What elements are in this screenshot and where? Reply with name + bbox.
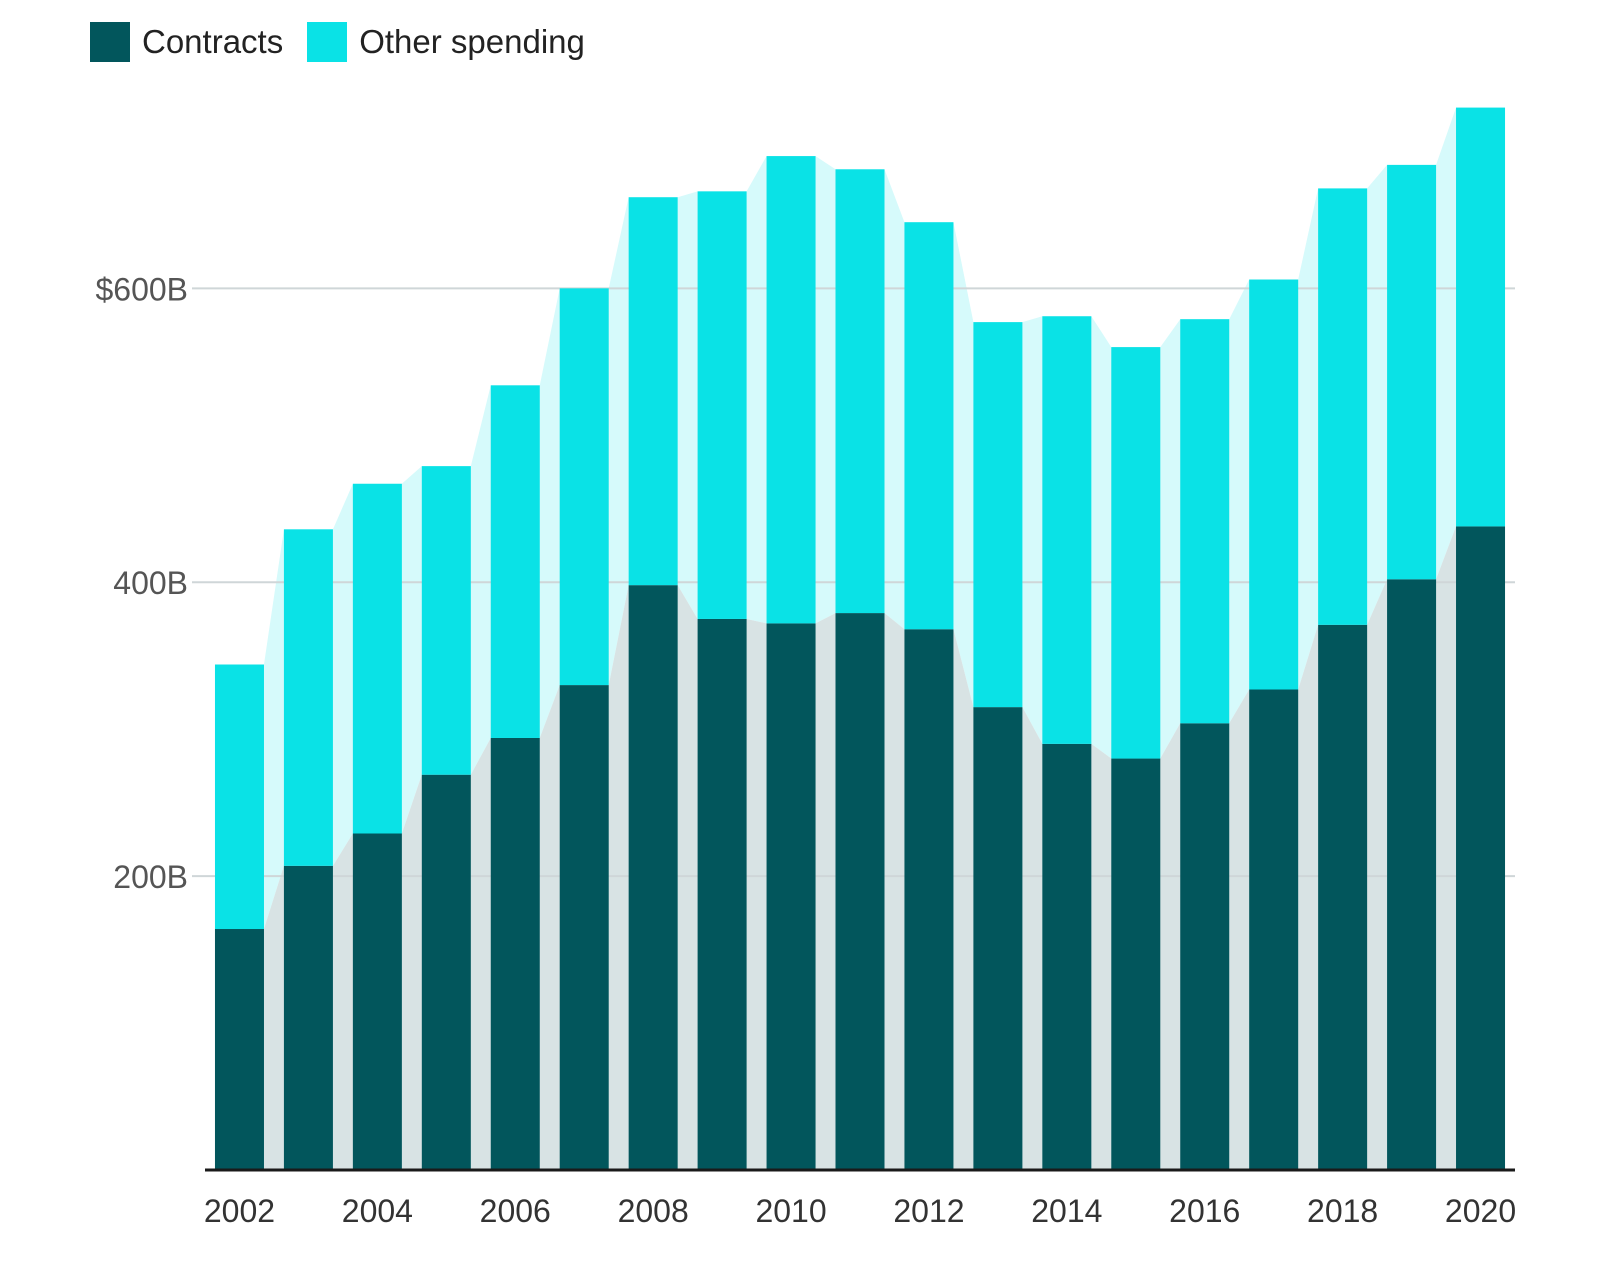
bar-contracts-2011 (835, 613, 885, 1170)
bar-other-spending-2013 (973, 322, 1023, 708)
x-tick-label-2020: 2020 (1445, 1193, 1516, 1229)
bar-other-spending-2020 (1456, 107, 1506, 527)
bar-contracts-2007 (559, 685, 609, 1170)
bar-contracts-2017 (1249, 689, 1299, 1170)
bar-contracts-2010 (766, 623, 816, 1170)
bar-contracts-2015 (1111, 758, 1161, 1170)
bar-contracts-2004 (352, 833, 402, 1170)
bar-contracts-2013 (973, 707, 1023, 1170)
bar-other-spending-2012 (904, 222, 954, 630)
bar-other-spending-2004 (352, 483, 402, 834)
bar-contracts-2012 (904, 629, 954, 1170)
bar-other-spending-2019 (1387, 164, 1437, 580)
bar-other-spending-2017 (1249, 279, 1299, 690)
bar-contracts-2018 (1318, 624, 1368, 1170)
legend-item-other-spending: Other spending (307, 22, 585, 62)
bar-contracts-2020 (1456, 526, 1506, 1170)
bar-contracts-2003 (283, 865, 333, 1170)
bar-other-spending-2002 (214, 664, 264, 930)
bar-contracts-2002 (214, 929, 264, 1170)
legend-label-other-spending: Other spending (359, 23, 585, 60)
bar-other-spending-2005 (421, 466, 471, 775)
x-tick-label-2018: 2018 (1307, 1193, 1378, 1229)
y-axis-labels: 200B 400B $600B (95, 271, 188, 895)
bar-other-spending-2011 (835, 169, 885, 614)
bars (214, 107, 1506, 1170)
bar-contracts-2016 (1180, 723, 1230, 1170)
bar-other-spending-2014 (1042, 316, 1092, 744)
x-tick-label-2004: 2004 (342, 1193, 413, 1229)
bar-contracts-2019 (1387, 579, 1437, 1170)
bar-other-spending-2016 (1180, 319, 1230, 724)
legend-swatch-contracts (90, 22, 130, 62)
bar-other-spending-2010 (766, 156, 816, 624)
y-tick-label-600B: $600B (95, 271, 188, 307)
bar-other-spending-2009 (697, 191, 747, 619)
x-tick-label-2008: 2008 (618, 1193, 689, 1229)
bar-other-spending-2006 (490, 385, 540, 738)
legend-swatch-other-spending (307, 22, 348, 62)
bar-other-spending-2018 (1318, 188, 1368, 625)
bar-other-spending-2007 (559, 288, 609, 686)
x-axis-labels: 2002 2004 2006 2008 2010 2012 2014 2016 2018 2020 (204, 1193, 1516, 1229)
legend-item-contracts: Contracts (90, 22, 283, 62)
legend-label-contracts: Contracts (142, 23, 284, 60)
legend: Contracts Other spending (90, 22, 585, 62)
bar-contracts-2006 (490, 737, 540, 1170)
x-tick-label-2002: 2002 (204, 1193, 275, 1229)
bar-contracts-2005 (421, 774, 471, 1170)
bar-contracts-2009 (697, 618, 747, 1170)
x-tick-label-2010: 2010 (755, 1193, 826, 1229)
bar-other-spending-2003 (283, 529, 333, 866)
bar-contracts-2014 (1042, 743, 1092, 1170)
x-tick-label-2012: 2012 (893, 1193, 964, 1229)
x-tick-label-2014: 2014 (1031, 1193, 1102, 1229)
bar-other-spending-2015 (1111, 347, 1161, 759)
x-tick-label-2006: 2006 (480, 1193, 551, 1229)
x-tick-label-2016: 2016 (1169, 1193, 1240, 1229)
bar-other-spending-2008 (628, 197, 678, 586)
y-tick-label-400B: 400B (113, 565, 188, 601)
y-tick-label-200B: 200B (113, 859, 188, 895)
bar-contracts-2008 (628, 585, 678, 1170)
